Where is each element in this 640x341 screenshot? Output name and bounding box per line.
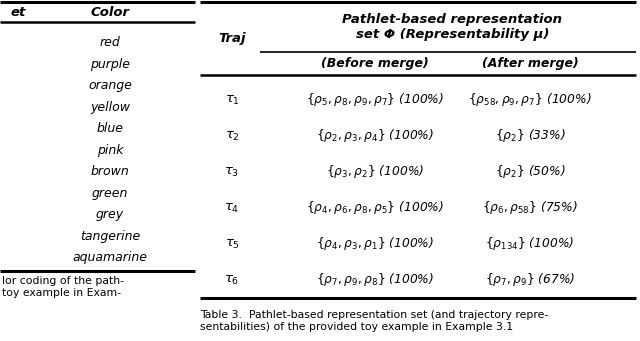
Text: $\{\rho_4, \rho_3, \rho_1\}$ (100%): $\{\rho_4, \rho_3, \rho_1\}$ (100%) [316, 236, 434, 252]
Text: $\tau_3$: $\tau_3$ [225, 165, 239, 179]
Text: (After merge): (After merge) [482, 57, 579, 70]
Text: orange: orange [88, 79, 132, 92]
Text: $\{\rho_2\}$ (33%): $\{\rho_2\}$ (33%) [495, 128, 565, 145]
Text: $\{\rho_{58}, \rho_9, \rho_7\}$ (100%): $\{\rho_{58}, \rho_9, \rho_7\}$ (100%) [468, 91, 592, 108]
Text: $\{\rho_2, \rho_3, \rho_4\}$ (100%): $\{\rho_2, \rho_3, \rho_4\}$ (100%) [316, 128, 434, 145]
Text: et: et [10, 5, 26, 18]
Text: $\{\rho_{134}\}$ (100%): $\{\rho_{134}\}$ (100%) [485, 236, 575, 252]
Text: blue: blue [97, 122, 124, 135]
Text: red: red [100, 36, 120, 49]
Text: yellow: yellow [90, 101, 130, 114]
Text: green: green [92, 187, 128, 200]
Text: $\{\rho_3, \rho_2\}$ (100%): $\{\rho_3, \rho_2\}$ (100%) [326, 163, 424, 180]
Text: grey: grey [96, 208, 124, 221]
Text: $\{\rho_7, \rho_9, \rho_8\}$ (100%): $\{\rho_7, \rho_9, \rho_8\}$ (100%) [316, 271, 434, 288]
Text: pink: pink [97, 144, 124, 157]
Text: lor coding of the path-
toy example in Exam-: lor coding of the path- toy example in E… [2, 277, 124, 298]
Text: $\{\rho_6, \rho_{58}\}$ (75%): $\{\rho_6, \rho_{58}\}$ (75%) [482, 199, 578, 217]
Text: purple: purple [90, 58, 130, 71]
Text: $\{\rho_5, \rho_8, \rho_9, \rho_7\}$ (100%): $\{\rho_5, \rho_8, \rho_9, \rho_7\}$ (10… [306, 91, 444, 108]
Text: $\{\rho_2\}$ (50%): $\{\rho_2\}$ (50%) [495, 163, 565, 180]
Text: $\tau_4$: $\tau_4$ [225, 202, 239, 214]
Text: Pathlet-based representation
set Φ (Representability μ): Pathlet-based representation set Φ (Repr… [342, 13, 563, 41]
Text: $\tau_1$: $\tau_1$ [225, 93, 239, 106]
Text: (Before merge): (Before merge) [321, 57, 429, 70]
Text: Table 3.  Pathlet-based representation set (and trajectory repre-
sentabilities): Table 3. Pathlet-based representation se… [200, 310, 548, 331]
Text: Color: Color [90, 5, 129, 18]
Text: brown: brown [91, 165, 129, 178]
Text: $\tau_6$: $\tau_6$ [225, 273, 239, 286]
Text: $\tau_5$: $\tau_5$ [225, 237, 239, 251]
Text: tangerine: tangerine [80, 230, 140, 243]
Text: aquamarine: aquamarine [72, 251, 147, 264]
Text: $\tau_2$: $\tau_2$ [225, 130, 239, 143]
Text: $\{\rho_4, \rho_6, \rho_8, \rho_5\}$ (100%): $\{\rho_4, \rho_6, \rho_8, \rho_5\}$ (10… [306, 199, 444, 217]
Text: $\{\rho_7, \rho_9\}$ (67%): $\{\rho_7, \rho_9\}$ (67%) [484, 271, 575, 288]
Text: Traj: Traj [218, 32, 246, 45]
